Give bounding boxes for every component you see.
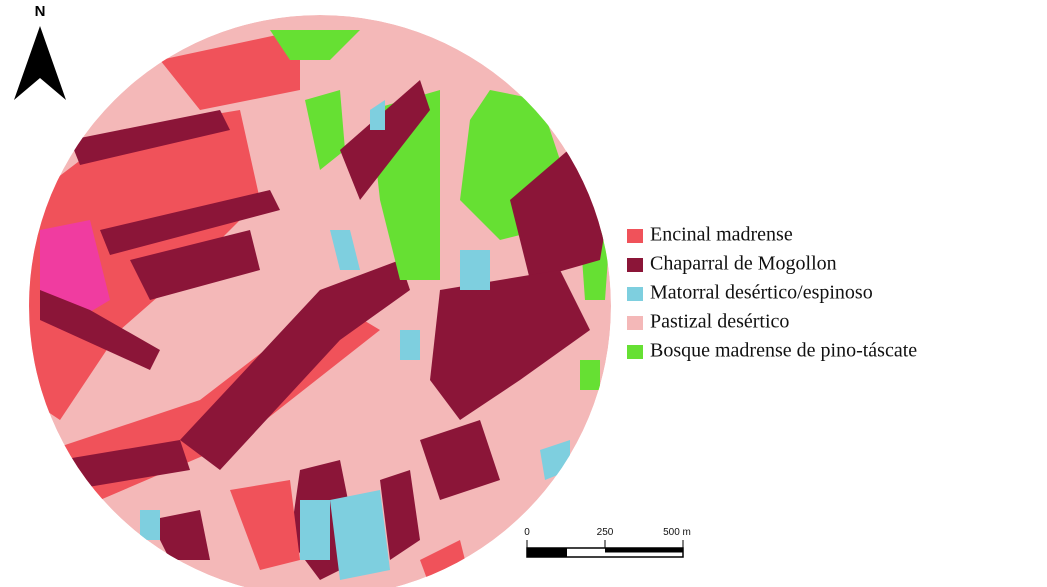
vegetation-patch [100,190,280,255]
legend-swatch [627,258,643,272]
scale-bar-segment [527,548,567,557]
vegetation-patch [340,80,430,200]
vegetation-patch [300,500,330,560]
legend: Encinal madrense Chaparral de Mogollon Mat… [627,224,917,362]
scale-label: 500 m [663,527,691,538]
vegetation-patch [70,110,230,165]
legend-label: Matorral desértico/espinoso [650,282,873,304]
vegetation-patch [230,480,300,570]
scale-label: 250 [597,527,614,538]
vegetation-patch [160,30,300,110]
north-label: N [35,3,46,20]
scale-bar: 0 250 500 m [524,527,691,558]
vegetation-patch [330,490,390,580]
vegetation-raster [29,15,611,587]
vegetation-patch [430,270,590,420]
scale-bar-segment [605,548,683,553]
legend-label: Encinal madrense [650,224,793,246]
legend-swatch [627,316,643,330]
vegetation-patch [330,230,360,270]
vegetation-patch [180,260,410,470]
vegetation-patch [305,90,345,170]
vegetation-patch [460,250,490,290]
vegetation-patch [130,230,260,300]
north-arrow [14,26,66,100]
vegetation-patch [40,290,160,370]
legend-label: Chaparral de Mogollon [650,253,837,275]
legend-swatch [627,345,643,359]
vegetation-patch [420,420,500,500]
scale-label: 0 [524,527,530,538]
vegetation-patch [400,330,420,360]
legend-label: Bosque madrense de pino-táscate [650,340,917,362]
vegetation-patch [140,510,160,540]
vegetation-patch [380,470,420,560]
legend-swatch [627,287,643,301]
vegetation-patch [60,440,190,490]
vegetation-patch [580,360,600,390]
legend-label: Pastizal desértico [650,311,789,333]
vegetation-patch [270,30,360,60]
legend-swatch [627,229,643,243]
vegetation-patch [370,100,385,130]
vegetation-patch [150,510,210,560]
